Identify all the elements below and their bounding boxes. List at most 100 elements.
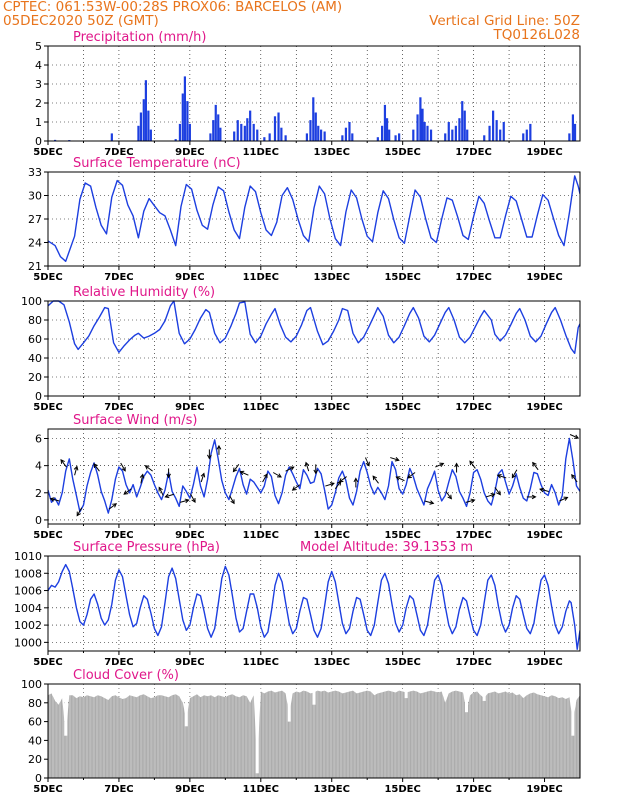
precip-bar xyxy=(53,139,57,141)
precip-bar xyxy=(149,129,152,141)
wind-vector-shaft xyxy=(179,499,189,503)
wind-vector xyxy=(76,507,83,517)
precip-bar xyxy=(181,93,184,141)
wind-vector xyxy=(239,470,249,476)
precip-bar xyxy=(144,80,147,141)
wind-vector-shaft xyxy=(532,462,539,471)
x-tick-label: 5DEC xyxy=(33,657,62,668)
wind-vector-shaft xyxy=(539,488,549,492)
wind-vector-shaft xyxy=(407,472,416,479)
cloud-dip xyxy=(404,684,408,699)
wind-vector-shaft xyxy=(305,462,310,472)
wind-vector-head xyxy=(329,482,335,487)
cloud-dip xyxy=(571,684,575,736)
x-tick-label: 7DEC xyxy=(104,402,133,413)
wind-vector xyxy=(353,477,359,488)
precip-bar xyxy=(394,135,397,141)
precip-bar xyxy=(522,133,525,141)
panel-subtitle: Model Altitude: 39.1353 m xyxy=(300,540,473,555)
x-tick-label: 11DEC xyxy=(243,272,279,283)
y-tick-label: 27 xyxy=(28,213,42,226)
y-tick-label: 4 xyxy=(35,59,42,72)
y-tick-label: 60 xyxy=(28,333,42,346)
wind-vector-head xyxy=(496,490,501,496)
wind-vector xyxy=(511,469,518,479)
wind-vector-shaft xyxy=(123,488,132,495)
wind-vector xyxy=(532,461,539,471)
x-tick-label: 17DEC xyxy=(455,272,491,283)
x-tick-label: 9DEC xyxy=(175,147,204,158)
y-tick-label: 24 xyxy=(28,237,42,250)
x-tick-label: 17DEC xyxy=(455,402,491,413)
wind-vector-shaft xyxy=(511,469,518,478)
panel-3: 0 20 40 60 80 100 5DEC 7DEC 9DEC 11DEC 13DEC 15DEC 1… xyxy=(21,285,581,413)
x-tick-label: 15DEC xyxy=(384,402,420,413)
precip-bar xyxy=(147,110,150,141)
x-tick-label: 13DEC xyxy=(314,784,350,795)
wind-vector-head xyxy=(313,469,319,475)
x-tick-label: 15DEC xyxy=(384,147,420,158)
wind-vector xyxy=(304,461,310,472)
wind-vector-head xyxy=(158,486,163,492)
wind-vector xyxy=(469,460,476,469)
run-date: 05DEC2020 50Z (GMT) xyxy=(3,13,159,29)
precip-bar xyxy=(214,104,217,141)
wind-vector xyxy=(559,496,569,502)
cloud-dip xyxy=(184,684,188,727)
x-tick-label: 11DEC xyxy=(243,657,279,668)
precip-bar xyxy=(280,127,283,141)
x-tick-label: 19DEC xyxy=(526,147,562,158)
x-tick-label: 13DEC xyxy=(314,147,350,158)
x-tick-label: 7DEC xyxy=(104,147,133,158)
precip-bar xyxy=(458,118,461,141)
y-tick-label: 1002 xyxy=(14,619,42,632)
x-tick-label: 9DEC xyxy=(175,402,204,413)
precip-bar xyxy=(383,104,387,141)
wind-vector xyxy=(526,494,537,500)
wind-vector-head xyxy=(394,457,400,462)
wind-vector xyxy=(494,487,501,496)
precip-bar xyxy=(571,114,575,141)
y-tick-label: 20 xyxy=(28,371,42,384)
y-tick-label: 20 xyxy=(28,753,42,766)
wind-vector-shaft xyxy=(571,474,578,483)
wind-vector-head xyxy=(563,496,569,501)
x-tick-label: 9DEC xyxy=(175,657,204,668)
wind-vector xyxy=(334,480,342,490)
wind-vector-shaft xyxy=(229,495,235,504)
wind-vector-head xyxy=(184,498,190,504)
wind-vector xyxy=(73,465,79,476)
x-tick-label: 19DEC xyxy=(526,784,562,795)
precip-bar xyxy=(139,112,143,141)
wind-vector-head xyxy=(216,444,222,450)
precip-bar xyxy=(263,137,266,141)
wind-vector xyxy=(465,498,476,504)
wind-vector-head xyxy=(277,473,282,478)
wind-vector xyxy=(144,465,153,472)
panel-frame xyxy=(47,555,581,652)
precip-bar xyxy=(183,76,187,141)
wind-vector-head xyxy=(304,461,310,467)
wind-vector xyxy=(285,466,295,472)
x-tick-label: 7DEC xyxy=(104,530,133,541)
wind-vector-head xyxy=(469,460,474,466)
wind-vector-shaft xyxy=(396,476,405,482)
wind-vector-shaft xyxy=(50,498,60,502)
wind-vector xyxy=(108,503,118,510)
wind-vector-shaft xyxy=(200,473,205,483)
y-tick-label: 5 xyxy=(35,40,42,53)
x-tick-label: 7DEC xyxy=(104,657,133,668)
wind-vector xyxy=(496,473,507,479)
precip-bar xyxy=(217,114,220,141)
x-tick-label: 15DEC xyxy=(384,272,420,283)
cloud-area-group xyxy=(48,684,580,778)
wind-vector-shaft xyxy=(559,496,568,502)
x-tick-label: 5DEC xyxy=(33,272,62,283)
x-tick-label: 7DEC xyxy=(104,784,133,795)
precip-bar xyxy=(341,135,344,141)
x-tick-label: 7DEC xyxy=(104,272,133,283)
wind-vector-shaft xyxy=(292,484,301,491)
y-tick-label: 100 xyxy=(21,678,42,691)
y-tick-label: 33 xyxy=(28,166,42,179)
precip-bar xyxy=(137,125,140,141)
